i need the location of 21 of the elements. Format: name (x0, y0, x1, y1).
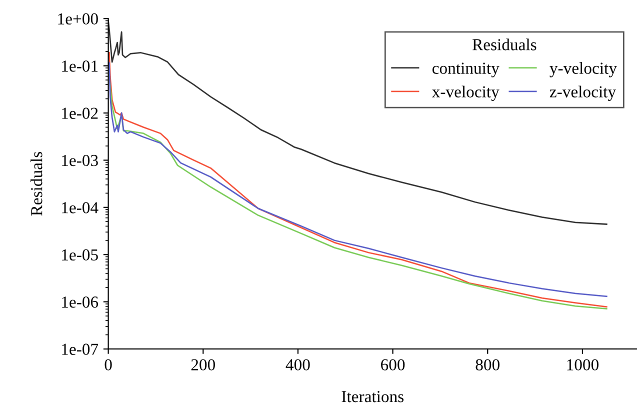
y-tick-label: 1e-04 (62, 202, 98, 214)
x-tick-label: 0 (104, 359, 112, 370)
y-tick-label: 1e-01 (62, 60, 98, 72)
x-axis-title: Iterations (342, 391, 404, 402)
y-axis-title: Residuals (30, 152, 42, 216)
legend-label: z-velocity (550, 86, 616, 101)
x-tick-label: 600 (381, 359, 405, 370)
legend-title: Residuals (472, 38, 536, 50)
x-tick-label: 800 (476, 359, 500, 370)
y-tick-label: 1e-03 (62, 154, 98, 166)
y-tick-label: 1e-06 (62, 296, 98, 308)
y-tick-label: 1e-02 (62, 108, 98, 119)
x-tick-label: 1000 (567, 359, 598, 370)
x-tick-label: 200 (191, 359, 215, 370)
x-tick-label: 400 (286, 359, 310, 370)
y-tick-label: 1e+00 (58, 13, 98, 25)
legend-label: continuity (432, 62, 500, 78)
legend-label: y-velocity (550, 62, 617, 78)
y-tick-label: 1e-05 (62, 249, 98, 261)
legend-label: x-velocity (432, 86, 500, 101)
y-tick-label: 1e-07 (62, 344, 98, 355)
